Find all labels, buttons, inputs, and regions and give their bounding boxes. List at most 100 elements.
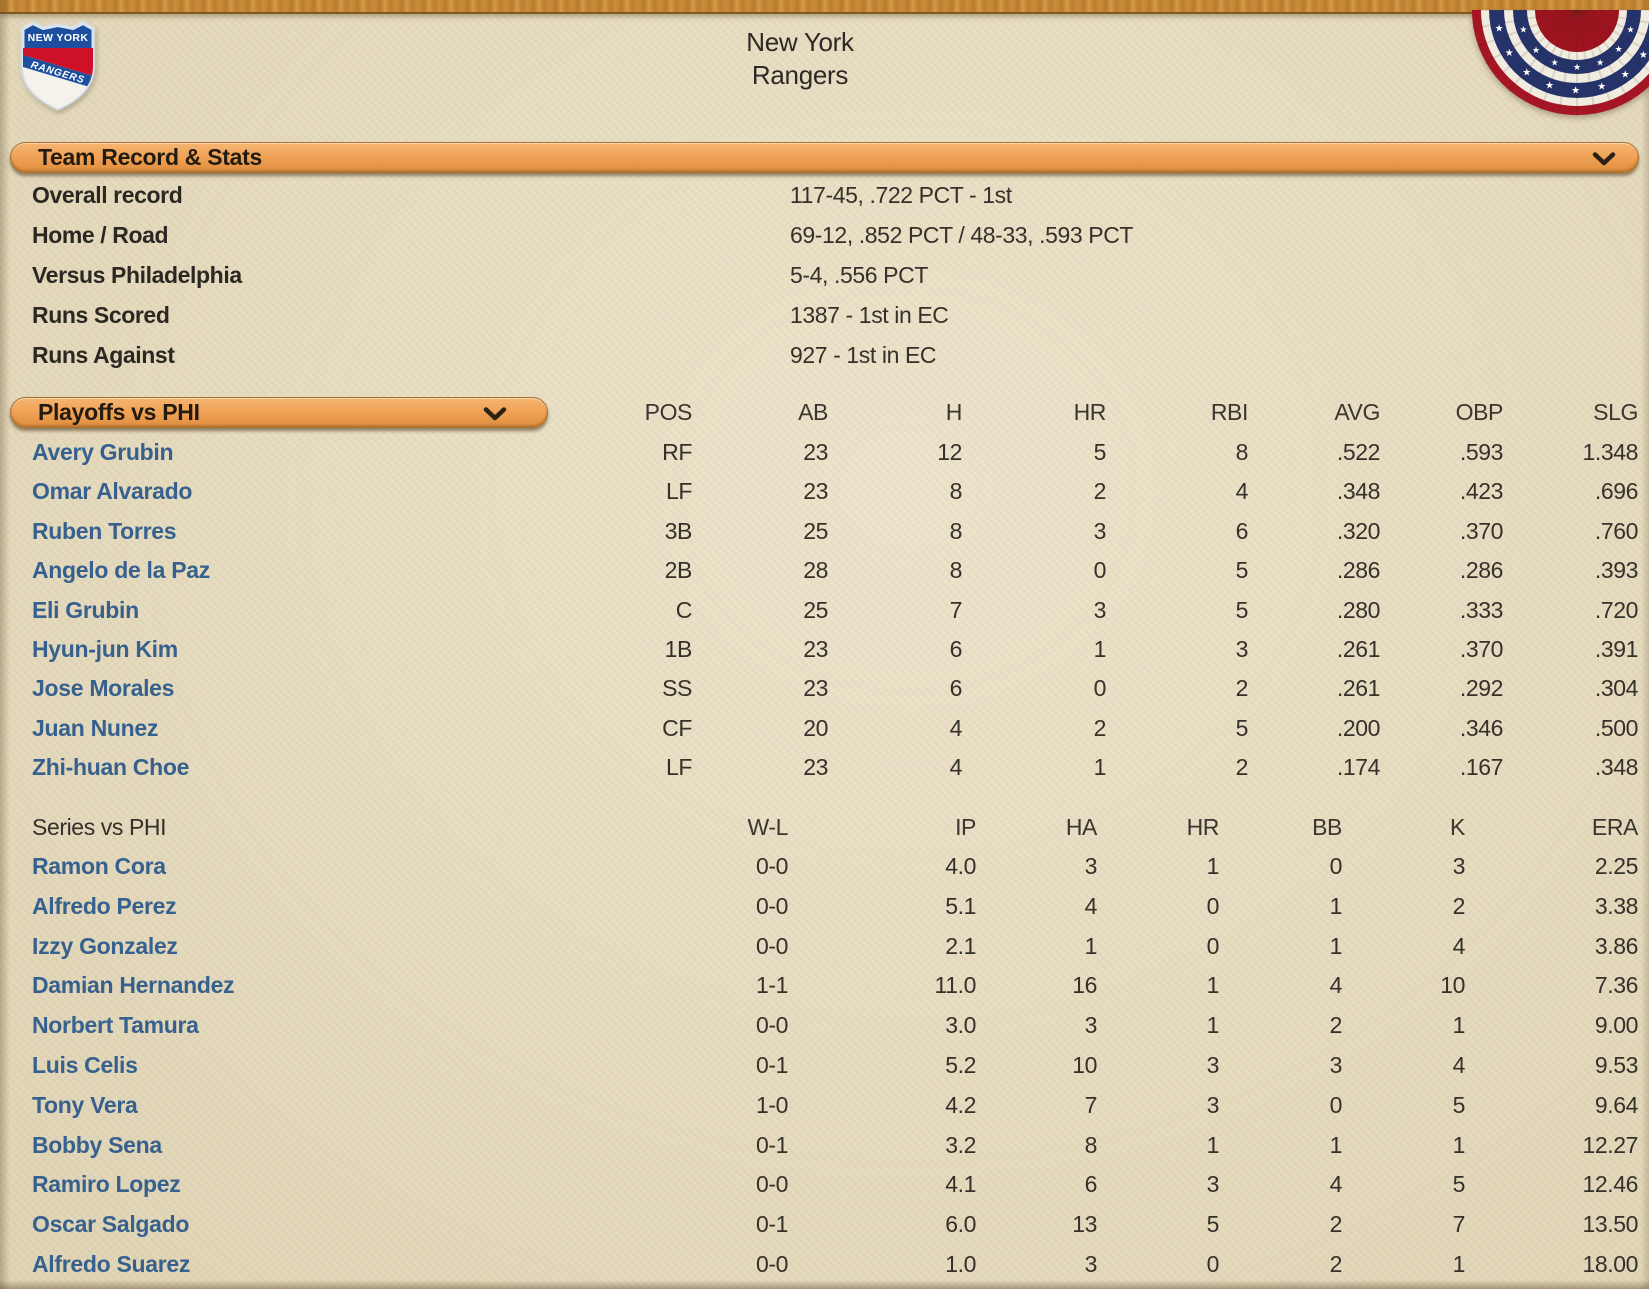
stat-bb: 1 bbox=[1329, 933, 1343, 959]
batting-filter-dropdown[interactable]: Playoffs vs PHI bbox=[10, 397, 548, 428]
logo-city-text: NEW YORK bbox=[28, 32, 89, 44]
stat-era: 12.27 bbox=[1582, 1132, 1638, 1158]
stat-rbi: 5 bbox=[1235, 715, 1249, 741]
stat-hr: 3 bbox=[1093, 518, 1107, 544]
stat-ip: 5.2 bbox=[945, 1052, 976, 1078]
player-name-link[interactable]: Angelo de la Paz bbox=[32, 557, 210, 583]
player-name-link[interactable]: Alfredo Suarez bbox=[32, 1251, 191, 1277]
stat-avg: .200 bbox=[1336, 715, 1381, 741]
player-name-link[interactable]: Ramiro Lopez bbox=[32, 1171, 181, 1197]
stat-ip: 2.1 bbox=[945, 933, 976, 959]
stat-slg: .720 bbox=[1594, 597, 1639, 623]
dropdown-selected-value: Playoffs vs PHI bbox=[38, 399, 200, 425]
stat-slg: .348 bbox=[1594, 754, 1639, 780]
player-name-link[interactable]: Jose Morales bbox=[32, 675, 175, 701]
player-name-link[interactable]: Alfredo Perez bbox=[32, 893, 177, 919]
stat-hr: 2 bbox=[1093, 478, 1107, 504]
stat-era: 9.00 bbox=[1594, 1012, 1639, 1038]
stat-hr: 0 bbox=[1206, 893, 1220, 919]
player-name-link[interactable]: Luis Celis bbox=[32, 1052, 138, 1078]
stat-hr: 3 bbox=[1093, 597, 1107, 623]
stat-wl: 0-0 bbox=[755, 1251, 788, 1277]
stat-h: 8 bbox=[949, 478, 963, 504]
column-header: HR bbox=[1186, 814, 1220, 840]
batting-row: Jose Morales SS 23 6 0 2 .261 .292 .304 bbox=[0, 669, 1649, 708]
stat-ha: 7 bbox=[1084, 1092, 1098, 1118]
svg-text:★: ★ bbox=[1573, 63, 1581, 73]
stat-hr: 0 bbox=[1206, 1251, 1220, 1277]
column-header: HA bbox=[1065, 814, 1098, 840]
stat-k: 10 bbox=[1440, 972, 1465, 998]
stat-era: 12.46 bbox=[1582, 1171, 1638, 1197]
stat-h: 7 bbox=[949, 597, 963, 623]
stat-era: 3.86 bbox=[1594, 933, 1639, 959]
player-name-link[interactable]: Zhi-huan Choe bbox=[32, 754, 190, 780]
stat-rbi: 5 bbox=[1235, 557, 1249, 583]
column-header: H bbox=[945, 399, 963, 425]
team-record-section-header[interactable]: Team Record & Stats bbox=[10, 142, 1639, 173]
player-name-link[interactable]: Avery Grubin bbox=[32, 439, 174, 465]
team-city: New York bbox=[746, 27, 854, 57]
player-name-link[interactable]: Tony Vera bbox=[32, 1092, 138, 1118]
stat-hr: 1 bbox=[1206, 853, 1220, 879]
stat-wl: 0-0 bbox=[755, 893, 788, 919]
column-header: RBI bbox=[1210, 399, 1249, 425]
svg-text:★: ★ bbox=[1627, 26, 1635, 36]
stat-wl: 0-1 bbox=[755, 1211, 788, 1237]
pitching-row: Oscar Salgado 0-1 6.0 13 5 2 7 13.50 bbox=[0, 1205, 1649, 1244]
player-name-link[interactable]: Damian Hernandez bbox=[32, 972, 235, 998]
stat-ha: 3 bbox=[1084, 1251, 1098, 1277]
player-name-link[interactable]: Ramon Cora bbox=[32, 853, 166, 879]
stat-obp: .593 bbox=[1459, 439, 1504, 465]
pitching-header-row: Series vs PHI W-L IP HA HR BB K ERA bbox=[0, 808, 1649, 847]
stat-ab: 25 bbox=[803, 518, 828, 544]
stat-hr: 5 bbox=[1206, 1211, 1220, 1237]
stat-hr: 0 bbox=[1093, 557, 1107, 583]
stat-wl: 0-1 bbox=[755, 1132, 788, 1158]
stat-k: 1 bbox=[1452, 1132, 1466, 1158]
batting-row: Zhi-huan Choe LF 23 4 1 2 .174 .167 .348 bbox=[0, 748, 1649, 787]
pitching-row: Alfredo Perez 0-0 5.1 4 0 1 2 3.38 bbox=[0, 887, 1649, 926]
player-name-link[interactable]: Oscar Salgado bbox=[32, 1211, 190, 1237]
record-value: 69-12, .852 PCT / 48-33, .593 PCT bbox=[790, 222, 1134, 248]
stat-bb: 4 bbox=[1329, 1171, 1343, 1197]
player-name-link[interactable]: Ruben Torres bbox=[32, 518, 177, 544]
stat-k: 1 bbox=[1452, 1012, 1466, 1038]
stat-bb: 1 bbox=[1329, 1132, 1343, 1158]
stat-ip: 5.1 bbox=[945, 893, 976, 919]
chevron-down-icon bbox=[483, 407, 507, 426]
stat-avg: .522 bbox=[1336, 439, 1381, 465]
record-label: Versus Philadelphia bbox=[32, 262, 242, 288]
player-name-link[interactable]: Juan Nunez bbox=[32, 715, 159, 741]
stat-k: 4 bbox=[1452, 1052, 1466, 1078]
stat-era: 9.53 bbox=[1594, 1052, 1639, 1078]
column-header: W-L bbox=[747, 814, 788, 840]
stat-bb: 4 bbox=[1329, 972, 1343, 998]
stat-ip: 6.0 bbox=[945, 1211, 976, 1237]
stat-h: 4 bbox=[949, 754, 963, 780]
stat-era: 9.64 bbox=[1594, 1092, 1639, 1118]
stat-era: 3.38 bbox=[1594, 893, 1639, 919]
section-title: Team Record & Stats bbox=[38, 144, 262, 170]
stat-obp: .370 bbox=[1459, 636, 1504, 662]
stat-rbi: 2 bbox=[1235, 754, 1249, 780]
batting-row: Hyun-jun Kim 1B 23 6 1 3 .261 .370 .391 bbox=[0, 630, 1649, 669]
stat-bb: 0 bbox=[1329, 1092, 1343, 1118]
player-name-link[interactable]: Eli Grubin bbox=[32, 597, 139, 623]
page-title: New York Rangers bbox=[0, 26, 1600, 92]
player-name-link[interactable]: Bobby Sena bbox=[32, 1132, 162, 1158]
stat-ab: 28 bbox=[803, 557, 828, 583]
svg-text:★: ★ bbox=[1597, 82, 1606, 93]
stat-era: 2.25 bbox=[1594, 853, 1639, 879]
stat-avg: .286 bbox=[1336, 557, 1381, 583]
player-name-link[interactable]: Omar Alvarado bbox=[32, 478, 193, 504]
record-row: Runs Scored 1387 - 1st in EC bbox=[0, 295, 1649, 335]
stat-era: 18.00 bbox=[1582, 1251, 1638, 1277]
player-name-link[interactable]: Norbert Tamura bbox=[32, 1012, 199, 1038]
player-name-link[interactable]: Izzy Gonzalez bbox=[32, 933, 178, 959]
player-name-link[interactable]: Hyun-jun Kim bbox=[32, 636, 178, 662]
stat-avg: .320 bbox=[1336, 518, 1381, 544]
stat-ha: 8 bbox=[1084, 1132, 1098, 1158]
stat-pos: SS bbox=[662, 675, 692, 701]
stat-hr: 1 bbox=[1093, 754, 1107, 780]
